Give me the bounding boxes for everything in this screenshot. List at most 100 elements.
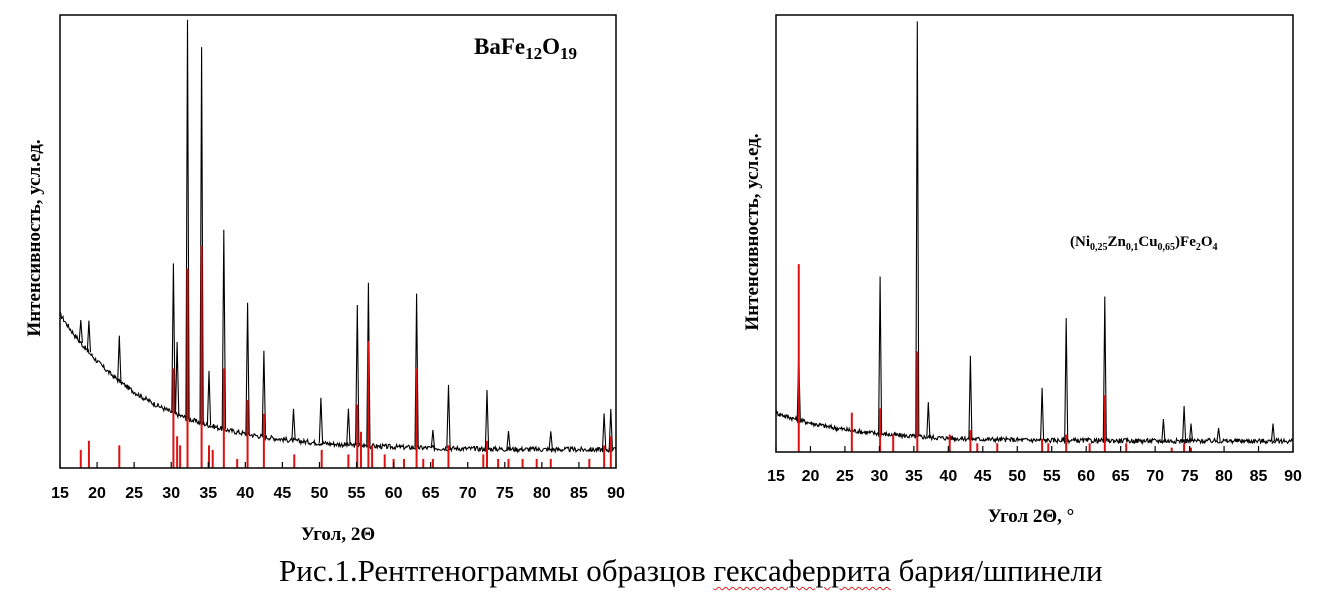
chart-left-baseline [59,311,617,454]
chart-right-xtick-label-6: 45 [974,468,992,485]
chart-right-peak-3 [926,402,931,438]
chart-right-peak-7 [1102,296,1107,441]
chart-left-xtick-label-5: 40 [236,485,254,502]
chart-left-peak-21 [548,431,553,450]
chart-left-xtick-label-1: 20 [88,485,106,502]
chart-right-curve-layer [775,21,1294,446]
chart-left-peak-18 [446,384,451,449]
chart-right-title-part-6: )Fe [1175,234,1196,250]
chart-right-xtick-label-5: 40 [939,468,957,485]
chart-right-title-part-0: (Ni [1070,234,1090,250]
chart-left-peak-7 [206,370,212,426]
chart-right-xlabel: Угол 2Θ, ° [988,506,1075,527]
chart-left-peak-2 [117,335,122,382]
chart-right-frame [775,14,1294,453]
chart-left-xtick-label-14: 85 [570,485,588,502]
chart-left-title: BaFe12O19 [474,34,577,63]
chart-right-xtick-label-12: 75 [1181,468,1199,485]
chart-left-peak-6 [199,47,204,424]
chart-right-title: (Ni0,25Zn0,1Cu0,65)Fe2O4 [1070,234,1218,253]
chart-right-peak-4 [968,355,973,439]
chart-left-peak-0 [78,320,83,343]
chart-left-title-mid: O [542,34,560,59]
chart-left-xtick-label-8: 55 [348,485,366,502]
chart-right-xtick-label-15: 90 [1284,468,1302,485]
chart-left-peak-5 [185,19,190,419]
chart-right-baseline [775,410,1294,446]
chart-right-xtick-label-4: 35 [905,468,923,485]
chart-left-xtick-label-0: 15 [51,485,69,502]
chart-right-title-part-4: Cu [1138,234,1157,250]
chart-left-xtick-label-6: 45 [274,485,292,502]
chart-left-peak-16 [414,293,419,448]
chart-left-peak-20 [506,430,511,450]
chart-right-peak-5 [1040,387,1045,441]
chart-left-xtick-label-9: 60 [385,485,403,502]
figure-caption-suffix: бария/шпинели [890,553,1103,588]
chart-right-xtick-label-11: 70 [1146,468,1164,485]
chart-right-ticks: 15 20 25 30 35 40 45 50 55 60 65 70 75 80 85 90 [767,446,1302,485]
chart-left-peak-3 [171,263,176,413]
chart-left-peak-19 [484,389,490,449]
chart-right-title-part-1: 0,25 [1090,242,1108,253]
chart-left-peak-9 [245,302,250,435]
chart-left-xtick-label-2: 25 [125,485,143,502]
chart-left-title-base: BaFe [474,34,525,59]
chart-left-ticks: 15 20 25 30 35 40 45 50 55 60 65 70 75 80 85 90 [51,462,625,502]
chart-right-xtick-label-0: 15 [767,468,785,485]
chart-right-peak-12 [1270,423,1276,442]
chart-right-peak-11 [1216,427,1221,442]
chart-right-xtick-label-2: 25 [836,468,854,485]
chart-left-peak-8 [221,229,227,430]
chart-right-peak-2 [915,21,920,437]
chart-right-peak-1 [878,276,883,434]
figure-caption-prefix: Рис.1.Рентгенограммы образцов [279,553,714,588]
figure-caption: Рис.1.Рентгенограммы образцов гексаферри… [279,553,1103,589]
chart-left-title-sub2: 19 [560,44,577,63]
chart-left-curve-layer [59,19,617,454]
chart-left-peak-10 [261,350,267,437]
chart-right-xtick-label-3: 30 [871,468,889,485]
chart-left-xtick-label-3: 30 [162,485,180,502]
chart-left-xtick-label-10: 65 [422,485,440,502]
chart-left-xtick-label-13: 80 [533,485,551,502]
chart-left-peak-4 [174,341,180,415]
chart-right-xtick-label-7: 50 [1008,468,1026,485]
chart-right-peak-6 [1064,318,1069,441]
chart-left-peak-22 [601,413,607,450]
chart-left-frame [59,14,617,469]
chart-left-title-sub1: 12 [525,44,542,63]
chart-right-xtick-label-1: 20 [802,468,820,485]
chart-right-xtick-label-9: 60 [1077,468,1095,485]
chart-left-xtick-label-11: 70 [459,485,477,502]
chart-right-title-part-7: 2 [1196,242,1201,253]
chart-left-ref-layer [79,246,612,468]
chart-right-xtick-label-8: 55 [1043,468,1061,485]
chart-left-peak-13 [346,408,351,445]
chart-left-peak-1 [86,320,92,353]
chart-left-peak-12 [318,397,324,444]
chart-right-title-part-5: 0,65 [1158,242,1176,253]
chart-right-xtick-label-13: 80 [1215,468,1233,485]
chart-right-xtick-label-14: 85 [1250,468,1268,485]
chart-left: 15 20 25 30 35 40 45 50 55 60 65 70 75 80 85 90 BaFe12O… [24,14,625,545]
chart-left-xlabel: Угол, 2Θ [301,524,375,545]
chart-right-peak-10 [1188,423,1194,441]
chart-right-peak-9 [1182,405,1187,441]
chart-left-peak-11 [291,408,296,441]
chart-right-peak-8 [1161,418,1166,441]
chart-left-xtick-label-15: 90 [607,485,625,502]
chart-left-xtick-label-12: 75 [496,485,514,502]
chart-right-ylabel: Интенсивность, усл.ед. [742,133,763,330]
chart-left-peak-15 [366,282,371,446]
figure-caption-underlined: гексаферрита [713,553,891,588]
chart-right-title-part-8: O [1201,234,1213,250]
chart-right-xtick-label-10: 65 [1112,468,1130,485]
chart-left-peak-17 [430,429,436,449]
chart-right: 15 20 25 30 35 40 45 50 55 60 65 70 75 80 85 90 (Ni0,25… [742,14,1302,527]
chart-right-title-part-2: Zn [1108,234,1127,250]
chart-left-peak-23 [608,408,613,450]
chart-right-title-part-3: 0,1 [1126,242,1139,253]
chart-left-xtick-label-7: 50 [311,485,329,502]
